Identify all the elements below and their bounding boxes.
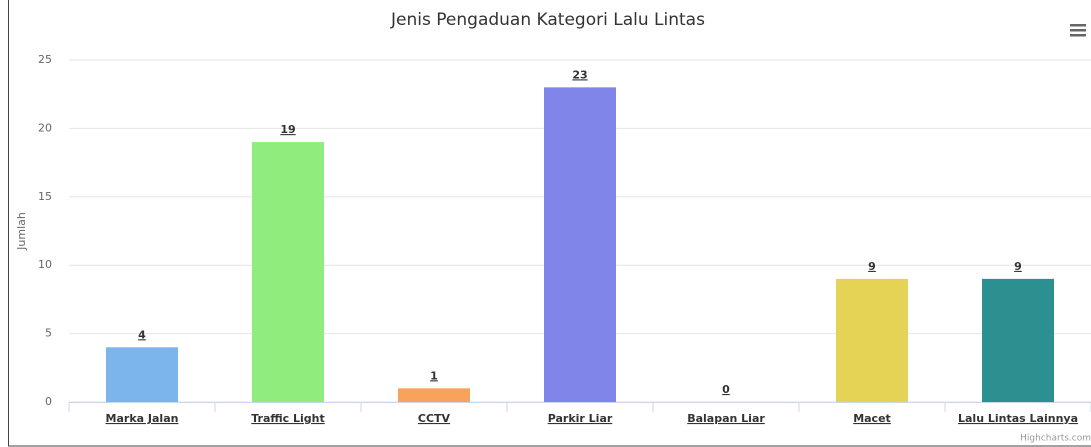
x-tick-label: Lalu Lintas Lainnya: [958, 412, 1078, 425]
y-tick-label: 5: [45, 327, 52, 340]
y-tick-label: 25: [38, 53, 52, 66]
data-label: 1: [430, 369, 438, 382]
bar: [982, 278, 1054, 402]
x-tick-label: Traffic Light: [251, 412, 325, 425]
data-label: 9: [1014, 260, 1022, 273]
data-label: 9: [868, 260, 876, 273]
x-tick-label: CCTV: [418, 412, 451, 425]
y-tick-label: 20: [38, 121, 52, 134]
y-tick-label: 15: [38, 190, 52, 203]
credits: Highcharts.com: [1020, 434, 1091, 444]
data-label: 4: [138, 328, 146, 341]
y-tick-label: 10: [38, 258, 52, 271]
x-tick-label: Macet: [853, 412, 891, 425]
data-label: 0: [722, 383, 730, 396]
chart-title: Jenis Pengaduan Kategori Lalu Lintas: [390, 10, 705, 30]
y-tick-label: 0: [45, 395, 52, 408]
data-label: 23: [572, 68, 587, 81]
bar: [398, 388, 470, 402]
bar: [544, 87, 616, 403]
bar: [836, 278, 908, 402]
bar: [252, 142, 324, 402]
x-tick-label: Parkir Liar: [548, 412, 613, 425]
x-tick-label: Balapan Liar: [687, 412, 765, 425]
menu-bar: [1070, 34, 1086, 37]
menu-button[interactable]: [1070, 24, 1086, 37]
data-label: 19: [280, 123, 295, 136]
bar: [106, 347, 178, 402]
menu-bar: [1070, 29, 1086, 32]
y-axis-label: Jumlah: [15, 212, 28, 251]
x-tick-label: Marka Jalan: [106, 412, 179, 425]
menu-bar: [1070, 24, 1086, 27]
